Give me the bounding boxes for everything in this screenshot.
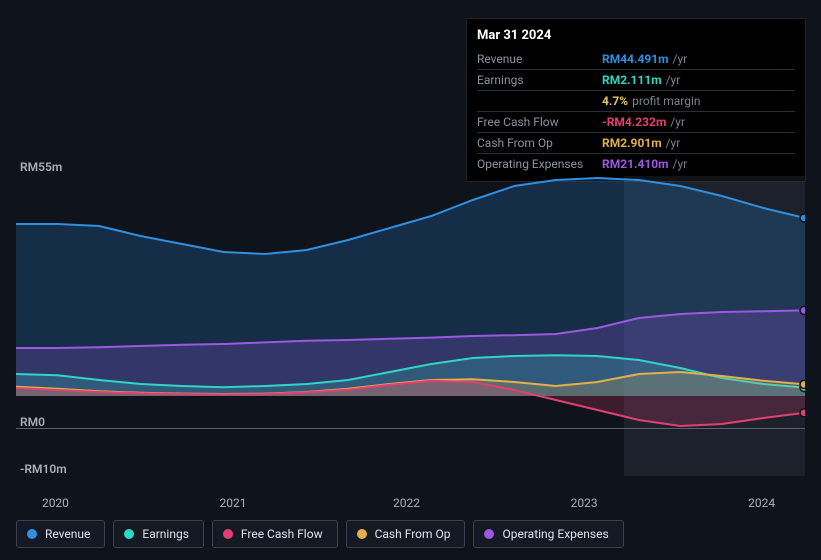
legend-label: Revenue — [45, 527, 90, 541]
x-axis: 2020 2021 2022 2023 2024 — [16, 496, 805, 514]
series-end-marker — [800, 409, 805, 417]
legend: Revenue Earnings Free Cash Flow Cash From O… — [16, 520, 624, 548]
legend-swatch — [27, 529, 37, 539]
x-axis-label: 2024 — [748, 496, 775, 510]
tooltip-row: RevenueRM44.491m/yr — [477, 49, 795, 70]
tooltip-date: Mar 31 2024 — [477, 27, 795, 49]
legend-label: Operating Expenses — [502, 527, 608, 541]
x-axis-label: 2022 — [393, 496, 420, 510]
series-end-marker — [800, 380, 805, 388]
x-axis-label: 2020 — [42, 496, 69, 510]
legend-item-cash-from-op[interactable]: Cash From Op — [346, 520, 466, 548]
legend-swatch — [124, 529, 134, 539]
tooltip-table: RevenueRM44.491m/yrEarningsRM2.111m/yr4.… — [477, 49, 795, 175]
legend-swatch — [223, 529, 233, 539]
legend-item-operating-expenses[interactable]: Operating Expenses — [473, 520, 623, 548]
tooltip-row-label: Operating Expenses — [477, 154, 602, 175]
tooltip-row: Cash From OpRM2.901m/yr — [477, 133, 795, 154]
tooltip-row: 4.7%profit margin — [477, 90, 795, 111]
tooltip-row-label: Revenue — [477, 49, 602, 70]
series-end-marker — [800, 306, 805, 314]
tooltip-row-value: -RM4.232m/yr — [602, 112, 795, 133]
legend-item-earnings[interactable]: Earnings — [113, 520, 204, 548]
tooltip-row-value: RM44.491m/yr — [602, 49, 795, 70]
tooltip-row-value: 4.7%profit margin — [602, 90, 795, 111]
tooltip-row-label: Earnings — [477, 69, 602, 90]
tooltip-row-label — [477, 90, 602, 111]
x-axis-label: 2023 — [571, 496, 598, 510]
tooltip-row: Free Cash Flow-RM4.232m/yr — [477, 112, 795, 133]
tooltip-row: EarningsRM2.111m/yr — [477, 69, 795, 90]
legend-label: Cash From Op — [375, 527, 451, 541]
x-axis-label: 2021 — [219, 496, 246, 510]
chart-area — [16, 176, 805, 476]
legend-swatch — [484, 529, 494, 539]
chart-tooltip: Mar 31 2024 RevenueRM44.491m/yrEarningsR… — [466, 18, 806, 182]
legend-label: Free Cash Flow — [241, 527, 323, 541]
legend-label: Earnings — [142, 527, 189, 541]
series-end-marker — [800, 214, 805, 222]
tooltip-row-value: RM2.111m/yr — [602, 69, 795, 90]
legend-item-revenue[interactable]: Revenue — [16, 520, 105, 548]
legend-item-free-cash-flow[interactable]: Free Cash Flow — [212, 520, 338, 548]
tooltip-row-label: Cash From Op — [477, 133, 602, 154]
legend-swatch — [357, 529, 367, 539]
tooltip-row-value: RM2.901m/yr — [602, 133, 795, 154]
tooltip-row-label: Free Cash Flow — [477, 112, 602, 133]
tooltip-row: Operating ExpensesRM21.410m/yr — [477, 154, 795, 175]
tooltip-row-value: RM21.410m/yr — [602, 154, 795, 175]
y-axis-label: RM55m — [20, 160, 62, 174]
